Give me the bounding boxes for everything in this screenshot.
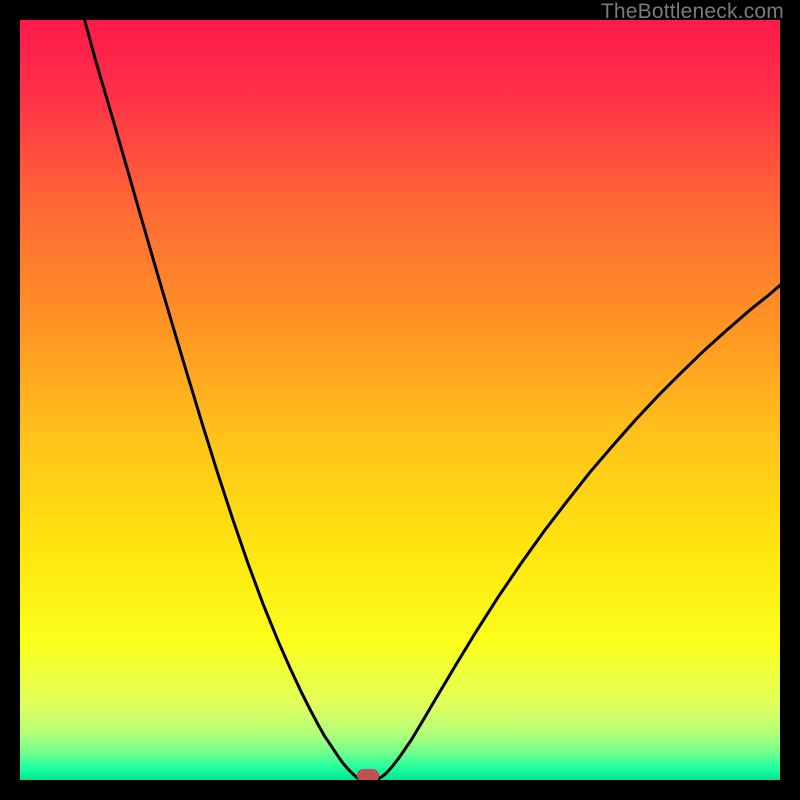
marker-layer	[20, 20, 780, 780]
watermark-text: TheBottleneck.com	[601, 0, 784, 24]
plot-area	[20, 20, 780, 780]
optimum-marker	[357, 769, 379, 780]
